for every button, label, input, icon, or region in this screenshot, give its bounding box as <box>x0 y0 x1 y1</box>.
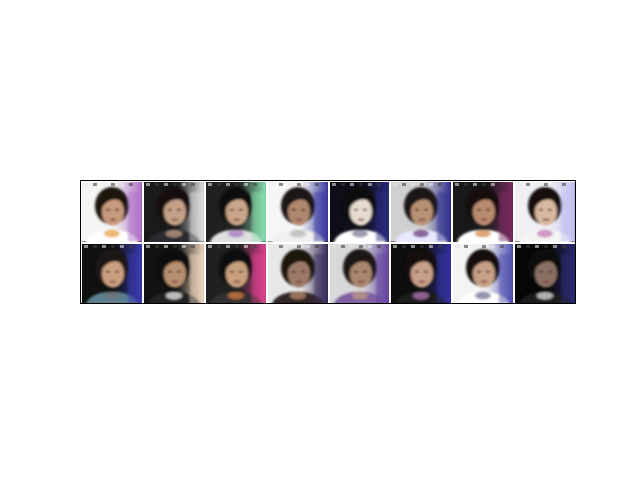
face-thumbnail <box>391 243 452 303</box>
face-thumbnail <box>329 243 390 303</box>
face-thumbnail-image <box>329 243 390 303</box>
face-thumbnail <box>82 243 142 303</box>
face-thumbnail <box>143 243 204 303</box>
face-thumbnail-image <box>453 243 514 303</box>
face-thumbnail <box>515 182 575 242</box>
face-thumbnail <box>205 182 266 242</box>
face-thumbnail <box>267 243 328 303</box>
face-thumbnail <box>82 182 142 242</box>
face-thumbnail-image <box>267 182 328 242</box>
face-thumbnail <box>515 243 575 303</box>
face-thumbnail-image <box>205 243 266 303</box>
face-thumbnail-image <box>515 243 575 303</box>
image-grid-frame <box>80 180 576 304</box>
face-thumbnail-image <box>267 243 328 303</box>
face-thumbnail <box>453 243 514 303</box>
image-grid <box>82 182 575 303</box>
face-thumbnail <box>205 243 266 303</box>
face-thumbnail <box>143 182 204 242</box>
face-thumbnail-image <box>82 182 142 242</box>
face-thumbnail-image <box>143 243 204 303</box>
face-thumbnail-image <box>143 182 204 242</box>
face-thumbnail-image <box>205 182 266 242</box>
face-thumbnail-image <box>329 182 390 242</box>
face-thumbnail-image <box>82 243 142 303</box>
face-thumbnail <box>453 182 514 242</box>
face-thumbnail <box>267 182 328 242</box>
face-thumbnail <box>391 182 452 242</box>
face-thumbnail-image <box>391 182 452 242</box>
face-thumbnail <box>329 182 390 242</box>
face-thumbnail-image <box>391 243 452 303</box>
face-thumbnail-image <box>515 182 575 242</box>
face-thumbnail-image <box>453 182 514 242</box>
